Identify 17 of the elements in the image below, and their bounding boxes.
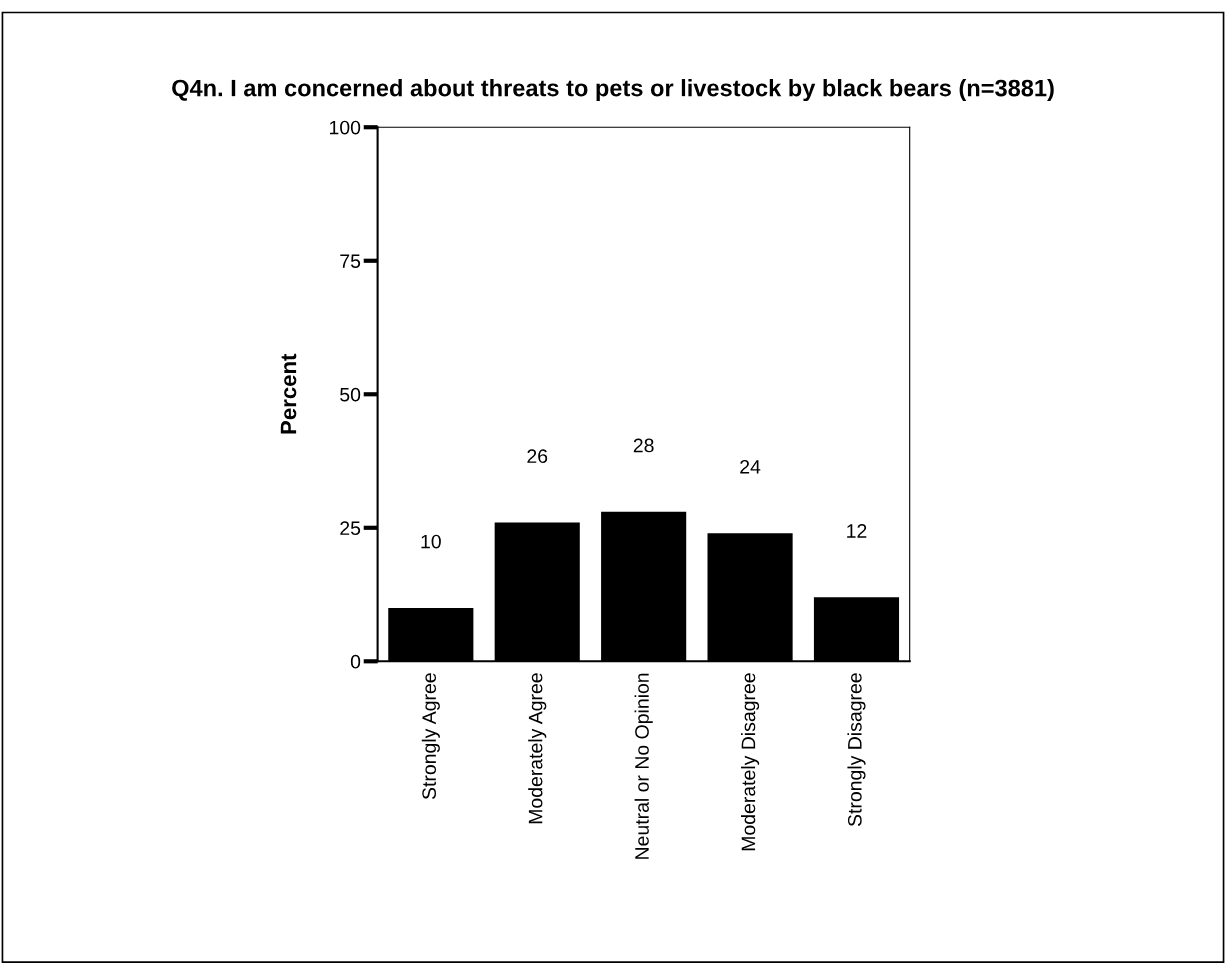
data-label: 10 bbox=[421, 534, 441, 549]
data-label: 24 bbox=[740, 459, 761, 474]
x-tick-label: Strongly Agree bbox=[421, 673, 440, 800]
data-label: 12 bbox=[847, 524, 867, 538]
y-tick-label: 50 bbox=[340, 387, 361, 402]
y-tick-label: 0 bbox=[350, 654, 361, 669]
x-tick-label: Neutral or No Opinion bbox=[634, 673, 653, 859]
y-axis-title: Percent bbox=[280, 353, 297, 434]
x-tick-label: Moderately Disagree bbox=[741, 673, 760, 851]
x-tick-label: Moderately Agree bbox=[528, 673, 547, 824]
data-label: 26 bbox=[527, 449, 548, 464]
y-tick-label: 75 bbox=[340, 254, 361, 268]
y-tick-label: 25 bbox=[340, 521, 361, 536]
data-label: 28 bbox=[633, 438, 654, 453]
chart-title: Q4n. I am concerned about threats to pets or livestock by black bears (n=3881) bbox=[172, 79, 1054, 102]
x-tick-label: Strongly Disagree bbox=[847, 673, 866, 827]
y-tick-label: 100 bbox=[329, 120, 361, 135]
